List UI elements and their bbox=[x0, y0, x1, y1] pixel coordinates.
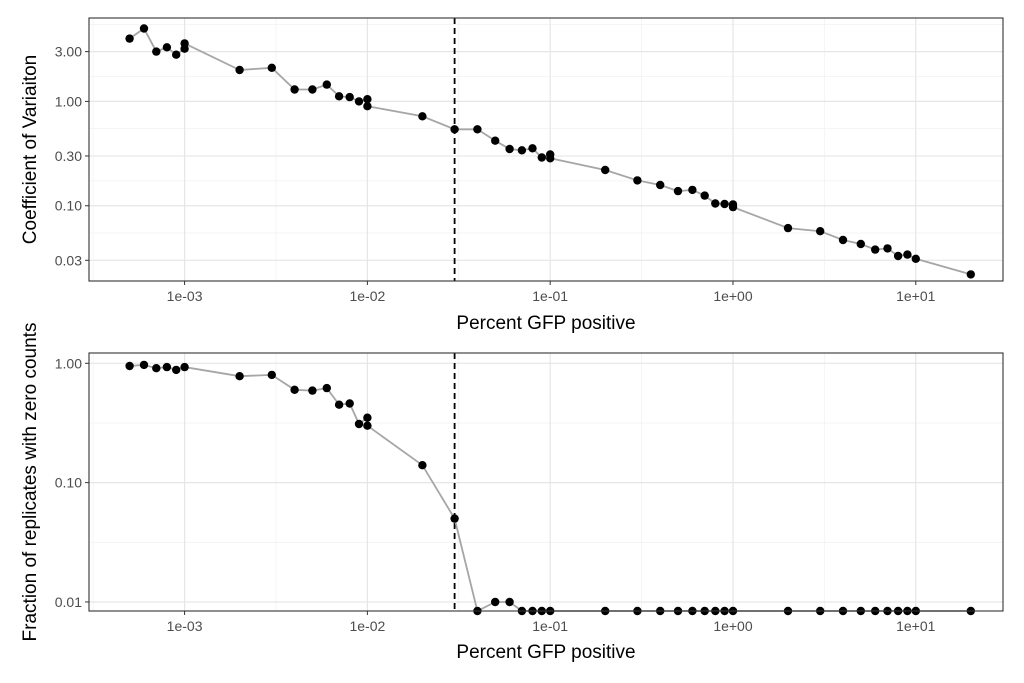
data-point bbox=[517, 146, 527, 155]
data-point bbox=[700, 191, 709, 200]
x-tick-label: 1e+01 bbox=[896, 618, 936, 634]
data-point bbox=[491, 136, 500, 145]
data-point bbox=[816, 227, 825, 236]
zero-count-panel: 1e-03 1e-02 1e-01 1e+00 1e+01 0.01 0.10 1.00 Per… bbox=[20, 323, 1004, 663]
y-tick-label: 1.00 bbox=[55, 93, 82, 109]
data-point bbox=[838, 235, 848, 245]
data-point bbox=[172, 50, 181, 59]
data-point bbox=[673, 186, 683, 196]
data-point bbox=[601, 165, 610, 175]
y-axis-title: Fraction of replicates with zero counts bbox=[20, 323, 41, 642]
y-tick-label: 0.30 bbox=[55, 148, 82, 164]
data-point bbox=[267, 370, 276, 380]
data-point bbox=[728, 202, 738, 212]
data-point bbox=[966, 270, 975, 279]
data-point bbox=[139, 360, 149, 370]
x-tick-label: 1e-01 bbox=[532, 288, 568, 304]
panel-border bbox=[88, 17, 1004, 282]
x-tick-label: 1e-02 bbox=[349, 618, 385, 634]
data-point bbox=[491, 597, 500, 607]
y-axis-title: Coefficient of Variaiton bbox=[20, 55, 41, 244]
x-tick-label: 1e+00 bbox=[713, 288, 753, 304]
data-point bbox=[308, 386, 317, 395]
data-point bbox=[720, 199, 729, 209]
plot-background bbox=[89, 18, 1003, 281]
data-point bbox=[180, 39, 189, 48]
data-point bbox=[688, 185, 697, 195]
panel-border bbox=[88, 352, 1004, 612]
data-point bbox=[856, 239, 865, 249]
data-point bbox=[537, 153, 546, 162]
y-tick-label: 0.10 bbox=[55, 475, 82, 491]
data-point bbox=[172, 365, 181, 375]
data-point bbox=[180, 362, 189, 372]
data-point bbox=[783, 223, 793, 233]
data-point bbox=[322, 80, 331, 89]
data-point bbox=[139, 24, 149, 33]
y-tick-label: 0.10 bbox=[55, 198, 82, 214]
data-point bbox=[125, 361, 134, 371]
x-tick-label: 1e-02 bbox=[349, 288, 385, 304]
data-point bbox=[308, 85, 317, 94]
x-tick-label: 1e-01 bbox=[532, 618, 568, 634]
data-point bbox=[345, 399, 354, 408]
y-tick-label: 1.00 bbox=[55, 355, 82, 371]
data-point bbox=[354, 97, 364, 106]
data-point bbox=[450, 125, 459, 134]
data-point bbox=[152, 47, 161, 56]
data-point bbox=[267, 63, 276, 72]
data-point bbox=[656, 180, 665, 190]
data-point bbox=[290, 385, 299, 394]
data-point bbox=[450, 514, 459, 523]
data-point bbox=[505, 144, 514, 154]
x-tick-label: 1e+00 bbox=[713, 618, 753, 634]
data-point bbox=[633, 176, 642, 185]
data-point bbox=[235, 65, 244, 75]
data-point bbox=[893, 251, 903, 261]
data-point bbox=[363, 413, 372, 422]
data-point bbox=[505, 597, 514, 607]
data-point bbox=[363, 95, 372, 104]
data-point bbox=[528, 144, 537, 153]
data-point bbox=[322, 383, 331, 393]
data-point bbox=[903, 250, 912, 259]
y-tick-label: 0.01 bbox=[55, 594, 82, 610]
y-tick-label: 0.03 bbox=[55, 252, 82, 268]
data-point bbox=[871, 245, 880, 254]
x-tick-label: 1e-03 bbox=[167, 618, 203, 634]
data-point bbox=[334, 400, 344, 409]
data-point bbox=[152, 364, 161, 373]
data-point bbox=[125, 34, 134, 43]
data-point bbox=[334, 92, 344, 101]
data-point bbox=[418, 112, 427, 121]
data-point bbox=[911, 254, 920, 263]
data-point bbox=[546, 154, 555, 163]
data-point bbox=[162, 43, 172, 52]
data-point bbox=[363, 102, 372, 111]
data-point bbox=[235, 372, 244, 381]
data-point bbox=[711, 199, 720, 208]
data-point bbox=[418, 461, 427, 470]
plot-background bbox=[89, 353, 1003, 611]
cv-panel: 1e-03 1e-02 1e-01 1e+00 1e+01 0.03 0.10 0.30 1.0… bbox=[20, 17, 1004, 334]
data-point bbox=[473, 125, 482, 134]
x-axis-title: Percent GFP positive bbox=[456, 642, 635, 663]
data-point bbox=[883, 244, 892, 253]
x-tick-label: 1e-03 bbox=[167, 288, 203, 304]
data-point bbox=[345, 92, 354, 102]
data-point bbox=[162, 362, 172, 372]
data-point bbox=[363, 421, 372, 430]
x-tick-label: 1e+01 bbox=[896, 288, 936, 304]
x-axis-title: Percent GFP positive bbox=[456, 313, 635, 334]
data-point bbox=[354, 419, 364, 429]
y-tick-label: 3.00 bbox=[55, 44, 82, 60]
data-point bbox=[290, 85, 299, 94]
